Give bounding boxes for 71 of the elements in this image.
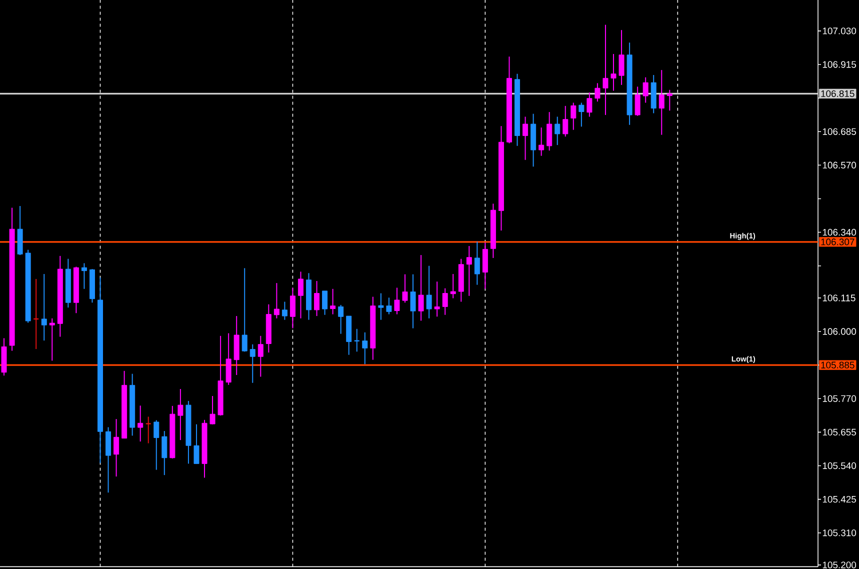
candlestick — [242, 268, 248, 352]
candlestick — [226, 332, 232, 386]
candlestick — [282, 301, 288, 320]
y-tick-label: 106.570 — [822, 162, 856, 169]
candlestick — [410, 274, 416, 329]
candlestick — [426, 265, 432, 319]
candlestick — [138, 405, 144, 442]
y-tick-label: 105.425 — [822, 496, 856, 503]
y-tick-label: 106.000 — [822, 328, 856, 335]
candlestick — [145, 416, 152, 444]
candlestick — [154, 420, 160, 470]
y-tick-label: 106.915 — [822, 61, 856, 68]
y-tick-label: 106.685 — [822, 128, 856, 135]
y-tick-label: 106.115 — [822, 294, 856, 302]
candlestick — [594, 82, 600, 102]
y-tick-label: 105.540 — [822, 462, 856, 470]
candlestick — [602, 24, 608, 116]
candlestick — [658, 70, 664, 136]
candlestick — [330, 288, 336, 315]
candlestick — [554, 116, 560, 146]
candlestick — [194, 424, 200, 464]
candlestick — [402, 274, 408, 304]
candlestick — [298, 271, 304, 319]
candlestick — [41, 274, 47, 342]
candlestick — [610, 53, 616, 92]
candlestick — [450, 274, 456, 299]
y-tick-label: 105.770 — [822, 395, 856, 402]
candlestick — [322, 290, 328, 316]
candlestick — [49, 318, 55, 362]
candlestick — [618, 30, 624, 86]
y-tick-label: 106.340 — [822, 228, 856, 236]
candlestick — [362, 332, 368, 365]
candlestick — [394, 287, 400, 315]
candlestick — [666, 89, 672, 112]
y-tick-label: 105.655 — [822, 428, 856, 436]
candlestick — [290, 287, 296, 329]
candlestick — [354, 328, 360, 352]
candlestick — [562, 105, 568, 138]
candlestick — [522, 116, 528, 160]
text: 105.885 — [821, 362, 854, 368]
candlestick — [634, 86, 640, 116]
y-tick-label: 105.310 — [822, 530, 856, 536]
candlestick — [274, 282, 280, 319]
candlestick — [81, 262, 87, 290]
candlestick — [178, 388, 184, 441]
candlestick — [258, 335, 264, 378]
text: 106.307 — [821, 238, 854, 246]
candlestick — [482, 242, 488, 290]
candlestick — [466, 245, 472, 296]
candlestick — [250, 344, 256, 384]
candlestick — [378, 292, 384, 320]
candlestick — [210, 395, 216, 425]
candlestick — [314, 280, 320, 317]
candlestick — [418, 254, 424, 322]
candlestick — [546, 112, 552, 152]
candlestick — [434, 281, 440, 318]
candlestick — [386, 297, 392, 315]
text: 106.815 — [821, 90, 854, 98]
candlestick — [578, 102, 584, 128]
candlestick — [538, 127, 544, 156]
candlestick — [570, 102, 576, 130]
candlestick — [106, 426, 112, 494]
candlestick — [642, 76, 648, 104]
y-tick-label: 105.200 — [822, 562, 856, 568]
candlestick — [442, 288, 448, 316]
y-tick-label: 107.030 — [822, 28, 856, 34]
candlestick — [114, 418, 120, 478]
candlestick — [162, 430, 168, 476]
candlestick — [338, 304, 344, 334]
candlestick — [474, 241, 480, 286]
candlestick — [586, 92, 592, 118]
